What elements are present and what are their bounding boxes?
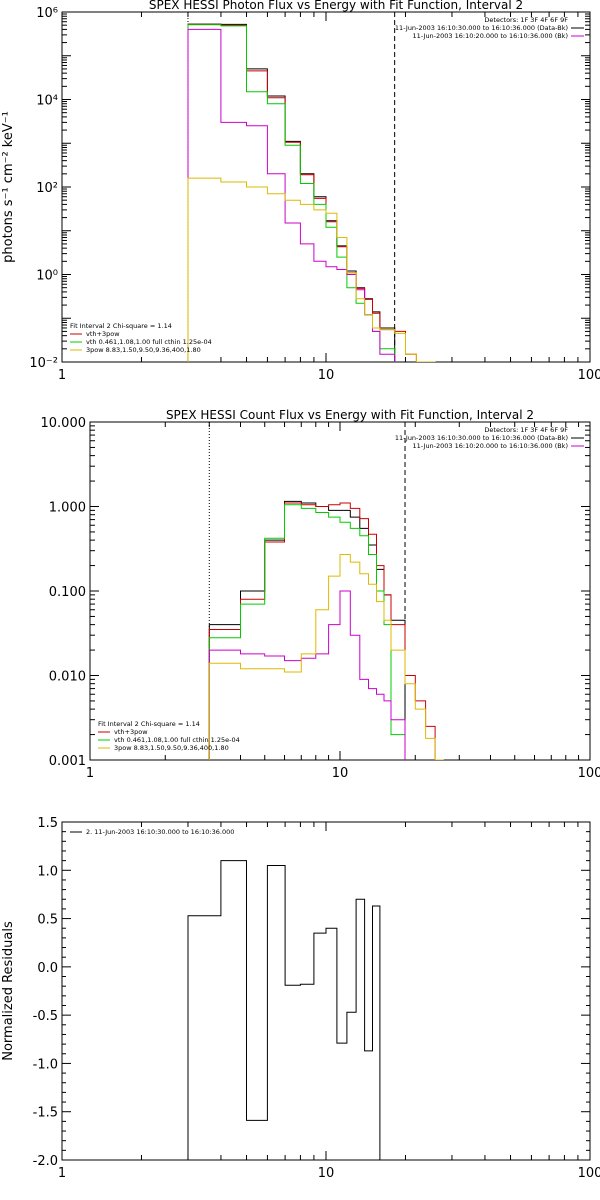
- legend-entry: vth+3pow: [86, 330, 120, 338]
- y-tick-label: 0.010: [49, 670, 86, 685]
- y-tick-label: -2.0: [33, 1154, 58, 1169]
- series-line-4: [208, 590, 406, 760]
- y-tick-label: 0.5: [37, 913, 58, 928]
- header-line: 11-Jun-2003 16:10:20.000 to 16:10:36.000…: [413, 32, 568, 40]
- y-tick-label: 10²: [36, 181, 58, 196]
- y-axis-label: Normalized Residuals: [1, 921, 16, 1061]
- y-tick-label: 10⁻²: [29, 356, 58, 371]
- y-tick-label: 0.100: [49, 585, 86, 600]
- series-line-2: [208, 502, 444, 760]
- legend-entry: Fit Interval 2 Chi-square = 1.14: [70, 322, 172, 330]
- y-tick-label: 10⁰: [36, 269, 58, 284]
- header-line: 2. 11-Jun-2003 16:10:30.000 to 16:10:36.…: [86, 828, 234, 836]
- y-tick-label: -0.5: [33, 1009, 58, 1024]
- y-tick-label: 1.000: [49, 501, 86, 516]
- legend-entry: 3pow 8.83,1.50,9.50,9.36,400,1.80: [114, 744, 229, 752]
- legend-entry: vth 0.461,1.08,1.00 full cthin 1.25e-04: [86, 338, 212, 346]
- header-line: 11-Jun-2003 16:10:30.000 to 16:10:36.000…: [395, 24, 568, 32]
- y-tick-label: 0.001: [49, 754, 86, 769]
- chart-panel-3: Normalized Residuals 1 10 100 -2.0 -1.5 -1.0 -0…: [1, 816, 600, 1181]
- series-line-4: [187, 28, 396, 362]
- header-line: 11-Jun-2003 16:10:30.000 to 16:10:36.000…: [395, 434, 568, 442]
- x-tick-label: 1: [86, 766, 94, 781]
- chart-title: SPEX HESSI Photon Flux vs Energy with Fi…: [149, 0, 523, 12]
- x-tick-label: 1: [58, 1166, 66, 1181]
- y-axis-label: photons s⁻¹ cm⁻² keV⁻¹: [1, 111, 16, 263]
- header-line: Detectors: 1F 3F 4F 6F 9F: [484, 426, 568, 434]
- series-line-5: [208, 554, 444, 760]
- legend-entry: vth+3pow: [114, 728, 148, 736]
- series-line-3: [187, 24, 396, 362]
- series-line-1: [187, 23, 396, 362]
- series-line-5: [187, 177, 436, 362]
- x-tick-label: 100: [578, 766, 600, 781]
- y-tick-label: 1.0: [37, 864, 58, 879]
- y-tick-label: 10.000: [41, 416, 87, 431]
- y-tick-label: 0.0: [37, 961, 58, 976]
- x-tick-label: 10: [318, 368, 335, 383]
- chart-panel-2: SPEX HESSI Count Flux vs Energy with Fit…: [41, 408, 600, 781]
- x-tick-label: 100: [578, 368, 600, 383]
- y-tick-label: 1.5: [37, 816, 58, 831]
- header-line: 11-Jun-2003 16:10:20.000 to 16:10:36.000…: [413, 442, 568, 450]
- series-line-1: [208, 500, 406, 760]
- chart-title: SPEX HESSI Count Flux vs Energy with Fit…: [166, 408, 534, 422]
- legend-entry: vth 0.461,1.08,1.00 full cthin 1.25e-04: [114, 736, 240, 744]
- x-tick-label: 10: [318, 1166, 335, 1181]
- plot-frame: [61, 821, 591, 1161]
- x-tick-label: 100: [578, 1166, 600, 1181]
- x-tick-label: 10: [332, 766, 349, 781]
- y-tick-label: -1.5: [33, 1106, 58, 1121]
- y-tick-label: 10⁴: [36, 94, 58, 109]
- plot-frame: [61, 11, 591, 363]
- series-line-1: [187, 860, 381, 1160]
- y-tick-label: 10⁶: [36, 6, 58, 21]
- legend-entry: Fit Interval 2 Chi-square = 1.14: [98, 720, 200, 728]
- series-line-3: [208, 504, 406, 760]
- series-line-2: [187, 23, 436, 362]
- y-tick-label: -1.0: [33, 1057, 58, 1072]
- header-line: Detectors: 1F 3F 4F 6F 9F: [484, 16, 568, 24]
- x-tick-label: 1: [58, 368, 66, 383]
- legend-entry: 3pow 8.83,1.50,9.50,9.36,400,1.80: [86, 346, 201, 354]
- chart-panel-1: SPEX HESSI Photon Flux vs Energy with Fi…: [1, 0, 600, 383]
